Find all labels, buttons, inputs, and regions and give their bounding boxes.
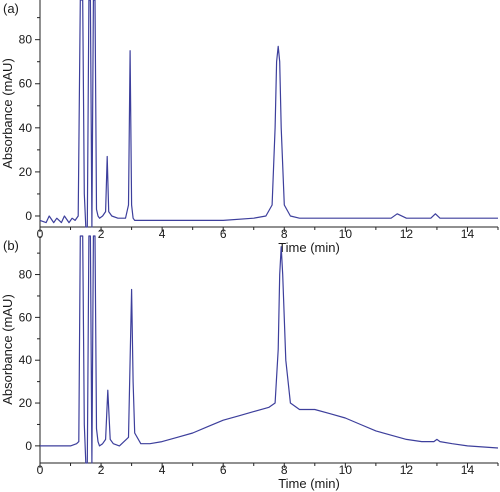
y-tick-label: 0: [25, 209, 32, 223]
x-tick-label: 0: [37, 463, 44, 477]
y-axis-label: Absorbance (mAU): [0, 294, 15, 405]
x-tick-label: 10: [339, 463, 353, 477]
y-tick-label: 80: [19, 268, 33, 282]
x-tick-label: 2: [98, 227, 105, 241]
y-tick-label: 20: [19, 165, 33, 179]
x-tick-label: 4: [159, 463, 166, 477]
panel-label: (a): [3, 1, 19, 16]
x-tick-label: 0: [37, 227, 44, 241]
panel-label: (b): [3, 238, 19, 253]
x-tick-label: 12: [400, 463, 414, 477]
y-tick-label: 40: [19, 121, 33, 135]
y-axis-label: Absorbance (mAU): [0, 58, 15, 169]
y-tick-label: 60: [19, 77, 33, 91]
x-tick-label: 8: [281, 227, 288, 241]
x-tick-label: 2: [98, 463, 105, 477]
x-tick-label: 6: [220, 463, 227, 477]
x-axis-label: Time (min): [278, 240, 340, 255]
x-tick-label: 8: [281, 463, 288, 477]
x-tick-label: 14: [461, 227, 475, 241]
y-tick-label: 0: [25, 439, 32, 453]
y-tick-label: 80: [19, 33, 33, 47]
x-tick-label: 10: [339, 227, 353, 241]
x-tick-label: 4: [159, 227, 166, 241]
y-tick-label: 60: [19, 310, 33, 324]
chromatogram-trace: [40, 235, 499, 464]
chromatogram-trace: [39, 0, 498, 228]
x-axis-label: Time (min): [278, 476, 340, 491]
x-tick-label: 12: [400, 227, 414, 241]
y-tick-label: 20: [19, 396, 33, 410]
x-tick-label: 6: [220, 227, 227, 241]
y-tick-label: 40: [19, 353, 33, 367]
chart-panel: 0 2 4 6 8 10 12 14 0 20 40 60 80 Time (min) Absorbance…: [0, 235, 499, 491]
x-tick-label: 14: [461, 463, 475, 477]
chart-panel: 0 2 4 6 8 10 12 14 0 20 40 60 80 Time (min) Absorbance…: [0, 0, 499, 255]
